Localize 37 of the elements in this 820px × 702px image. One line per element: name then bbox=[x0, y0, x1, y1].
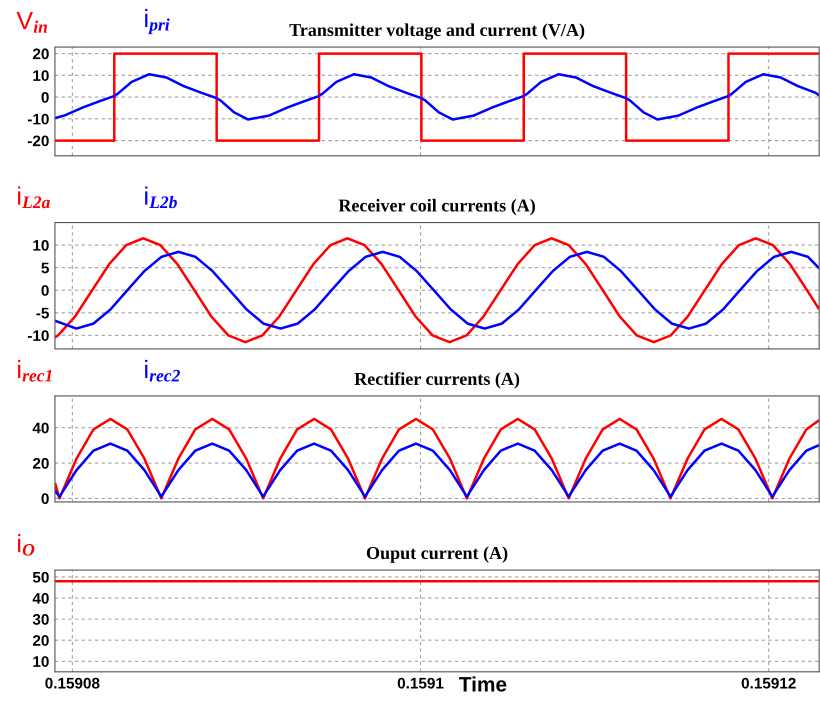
text: i$_{rec1}$ bbox=[18, 360, 52, 382]
x-tick-label: 0.15908 bbox=[45, 678, 100, 689]
x-axis-title: Time bbox=[459, 676, 506, 692]
series-label: i$_{O}$ bbox=[18, 534, 34, 556]
y-tick-label: -10 bbox=[28, 330, 49, 342]
y-tick-label: -20 bbox=[28, 135, 49, 146]
x-tick-label: 0.15912 bbox=[742, 678, 796, 689]
y-tick-label: 20 bbox=[32, 48, 49, 60]
y-tick-label: 20 bbox=[32, 458, 49, 469]
y-tick-label: 50 bbox=[32, 572, 49, 583]
y-tick-label: 10 bbox=[33, 656, 49, 667]
y-tick-label: 10 bbox=[33, 70, 49, 82]
y-tick-label: -10 bbox=[28, 114, 49, 125]
y-tick-label: 20 bbox=[32, 635, 49, 646]
y-tick-label: 10 bbox=[33, 240, 49, 251]
y-tick-label: 0 bbox=[41, 493, 49, 504]
x-tick-label: 0.1591 bbox=[398, 678, 444, 689]
line-series bbox=[54, 72, 820, 121]
text: i$_{rec2}$ bbox=[145, 360, 180, 382]
series-label: i$_{L2b}$ bbox=[145, 186, 177, 208]
chart-title: Ouput current (A) bbox=[366, 546, 508, 563]
y-tick-label: 0 bbox=[41, 92, 49, 103]
line-series bbox=[54, 442, 820, 498]
y-tick-label: 0 bbox=[41, 285, 49, 296]
line-series bbox=[54, 250, 820, 330]
y-tick-label: 5 bbox=[41, 262, 49, 274]
chart-title: Receiver coil currents (A) bbox=[338, 198, 535, 216]
y-tick-label: 40 bbox=[32, 592, 49, 604]
series-label: i$_{pri}$ bbox=[145, 8, 170, 34]
text: V$_{in}$ bbox=[16, 12, 48, 33]
chart-title: Rectifier currents (A) bbox=[354, 372, 520, 389]
line-series bbox=[54, 237, 820, 344]
chart-title: Transmitter voltage and current (V/A) bbox=[289, 23, 584, 40]
y-tick-label: 40 bbox=[32, 422, 49, 434]
y-tick-label: -5 bbox=[36, 308, 49, 318]
y-tick-label: 30 bbox=[32, 614, 49, 625]
text: i$_{L2a}$ bbox=[18, 186, 50, 208]
